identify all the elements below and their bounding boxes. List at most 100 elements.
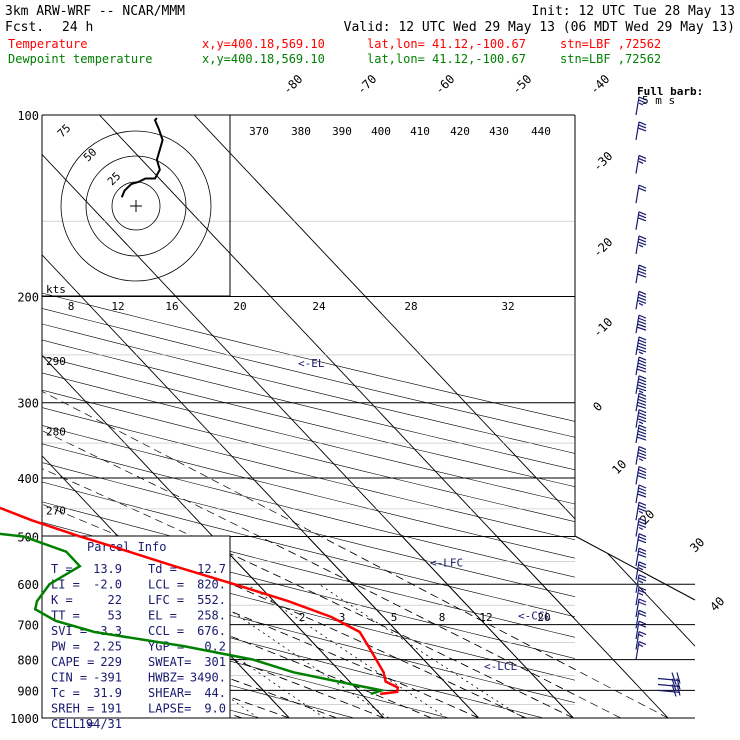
isotherm-label: -80 — [280, 72, 305, 97]
wind-barb — [635, 631, 647, 650]
parcel-info-cell: 194/31 — [79, 717, 122, 731]
parcel-info-cell: Tc = — [51, 686, 80, 700]
isotherm-label: 30 — [687, 535, 707, 555]
theta-e-label: 380 — [291, 125, 311, 138]
wind-barb — [635, 598, 647, 618]
parcel-info-cell: PW = — [51, 640, 80, 654]
legend-temperature-xy: x,y=400.18,569.10 — [202, 37, 325, 51]
legend-dewpoint-xy: x,y=400.18,569.10 — [202, 52, 325, 66]
legend-temperature-latlon: lat,lon= 41.12,-100.67 — [367, 37, 526, 51]
parcel-info-cell: LFC = — [148, 593, 184, 607]
parcel-info-cell: 9.0 — [204, 702, 226, 716]
isotherm-label: 20 — [637, 507, 657, 527]
level-marker: <-LFC — [430, 556, 463, 569]
parcel-info-cell: 820. — [197, 578, 226, 592]
dewpoint-trace — [0, 532, 387, 696]
parcel-info-cell: 676. — [197, 624, 226, 638]
legend-dewpoint-name: Dewpoint temperature — [8, 52, 153, 66]
parcel-info-cell: SREH = — [51, 702, 94, 716]
wind-barbs — [635, 96, 681, 697]
mixing-ratio-label-lower: 5 — [391, 611, 398, 624]
theta-e-label: 410 — [410, 125, 430, 138]
mixing-ratio-label-upper: 8 — [68, 300, 75, 313]
parcel-info-cell: 53 — [108, 609, 122, 623]
parcel-info-cell: 3490. — [190, 671, 226, 685]
isotherm-lower — [0, 115, 5, 718]
dry-adiabat-label: 290 — [46, 355, 66, 368]
parcel-info-cell: 191 — [100, 702, 122, 716]
level-marker: <-EL — [298, 357, 325, 370]
parcel-info-box: Parcel Info T = 13.9 Td = 12.7LI = -2.0 LCL =… — [41, 535, 231, 731]
wind-barb — [635, 264, 647, 284]
isotherm-label: -70 — [354, 72, 379, 97]
wind-barb — [635, 501, 647, 521]
mixing-ratio-label-lower: 2 — [299, 611, 306, 624]
mixing-ratio-label-lower: 12 — [479, 611, 492, 624]
mixing-ratio-label-upper: 12 — [111, 300, 124, 313]
parcel-info-cell: SVI = — [51, 624, 87, 638]
mixing-ratio-line — [68, 583, 259, 718]
wind-barb — [635, 235, 647, 255]
barb-legend-title: Full barb: — [637, 85, 703, 98]
parcel-info-cell: LAPSE= — [148, 702, 191, 716]
mixing-ratio-line — [318, 583, 524, 718]
wind-barb — [635, 211, 647, 230]
wind-barb — [635, 96, 647, 116]
parcel-info-cell: LI = — [51, 578, 80, 592]
mixing-ratio-label-lower: 20 — [537, 611, 550, 624]
wind-barb — [635, 290, 647, 310]
fcst-label: Fcst. — [5, 20, 44, 35]
wind-barb — [635, 547, 647, 567]
level-marker: <-LCL — [484, 660, 517, 673]
wind-barb — [635, 484, 647, 504]
theta-e-label: 370 — [249, 125, 269, 138]
theta-e-label: 390 — [332, 125, 352, 138]
moist-adiabat-lower — [42, 536, 669, 718]
barb-legend-units: 5 m s — [642, 94, 675, 107]
mixing-ratio-label-lower: 8 — [439, 611, 446, 624]
parcel-info-cell: CAPE = — [51, 655, 94, 669]
pressure-tick-label: 300 — [17, 397, 39, 411]
theta-e-label: 400 — [371, 125, 391, 138]
wind-barb — [635, 517, 647, 537]
isotherm — [193, 115, 575, 520]
pressure-tick-label: 100 — [17, 109, 39, 123]
parcel-info-cell: Td = — [148, 562, 177, 576]
isotherm-lower — [42, 536, 574, 718]
wind-barb — [635, 465, 647, 485]
isotherm-label: -60 — [432, 72, 457, 97]
hodograph-ring-label: 25 — [105, 170, 124, 189]
valid-time: Valid: 12 UTC Wed 29 May 13 (06 MDT Wed … — [344, 20, 735, 35]
parcel-info-cell: 2.25 — [93, 640, 122, 654]
hodograph-ring-label: 75 — [55, 122, 74, 141]
parcel-info-cell: CCL = — [148, 624, 184, 638]
hodograph-ring — [60, 130, 212, 282]
parcel-info-cell: 229 — [100, 655, 122, 669]
init-time: Init: 12 UTC Tue 28 May 13 — [532, 4, 736, 19]
pressure-tick-label: 800 — [17, 654, 39, 668]
wind-barb — [635, 184, 647, 204]
isotherm-label: -40 — [587, 72, 612, 97]
wind-barb — [635, 586, 647, 606]
parcel-info-cell: K = — [51, 593, 73, 607]
theta-e-label: 440 — [531, 125, 551, 138]
moist-adiabat-lower — [42, 536, 574, 718]
hodograph-ring-label: 50 — [81, 146, 100, 165]
parcel-info-cell: -391 — [93, 671, 122, 685]
parcel-info-cell: 13.9 — [93, 562, 122, 576]
moist-adiabat-lower — [42, 536, 621, 718]
wind-barb-low — [657, 672, 681, 685]
isotherm-label: -30 — [590, 149, 615, 174]
pressure-tick-label: 600 — [17, 578, 39, 592]
wind-barb — [635, 609, 647, 629]
mixing-ratio-label-lower: 3 — [339, 611, 346, 624]
parcel-info-cell: EL = — [148, 609, 177, 623]
parcel-info-cell: 22 — [108, 593, 122, 607]
wind-barb-low — [657, 678, 681, 691]
wind-barb — [635, 375, 647, 394]
wind-barb — [635, 446, 647, 465]
isotherm-label: -20 — [590, 235, 615, 260]
wind-barb — [635, 409, 647, 428]
